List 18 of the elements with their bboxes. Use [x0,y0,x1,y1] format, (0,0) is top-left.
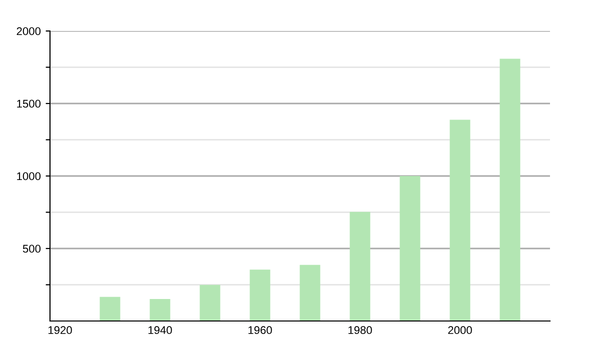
bar [300,264,320,321]
bar [150,298,170,321]
bar [450,120,470,321]
bar [400,176,420,321]
bar [200,284,220,321]
y-tick-label: 500 [22,244,41,253]
bar [350,212,370,321]
y-tick-label: 1500 [17,100,41,108]
bar [250,270,270,321]
x-tick-label: 2000 [448,326,472,334]
y-tick-label: 1000 [17,172,41,180]
x-tick-label: 1940 [148,326,172,334]
bar [500,58,520,321]
x-tick-label: 1920 [48,326,72,334]
bar [100,296,120,321]
x-tick-label: 1960 [248,326,272,334]
x-tick-label: 1980 [348,326,372,334]
y-tick-label: 2000 [16,27,41,36]
